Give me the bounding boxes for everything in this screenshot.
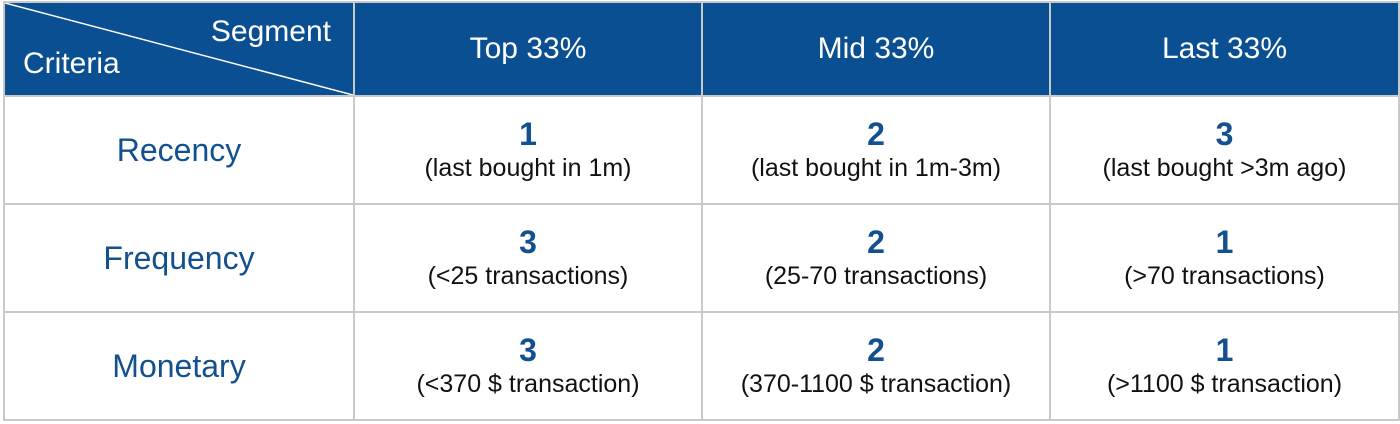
table-row-monetary: Monetary 3 (<370 $ transaction) 2 (370-1…	[3, 311, 1400, 421]
score-description: (25-70 transactions)	[764, 262, 988, 290]
table-cell: 3 (last bought >3m ago)	[1049, 95, 1400, 205]
table-cell: 3 (<25 transactions)	[353, 203, 703, 313]
score-description: (370-1100 $ transaction)	[740, 370, 1012, 398]
row-label-recency: Recency	[3, 95, 355, 205]
score-value: 3	[519, 224, 537, 260]
score-description: (<370 $ transaction)	[416, 370, 640, 398]
table-cell: 2 (last bought in 1m-3m)	[701, 95, 1051, 205]
diagonal-divider	[6, 4, 352, 94]
row-label-monetary: Monetary	[3, 311, 355, 421]
score-description: (<25 transactions)	[427, 262, 629, 290]
header-row: Segment Criteria Top 33% Mid 33% Last 33…	[3, 1, 1400, 97]
score-value: 2	[867, 332, 885, 368]
score-value: 3	[519, 332, 537, 368]
table-cell: 1 (last bought in 1m)	[353, 95, 703, 205]
rfm-segment-table: Segment Criteria Top 33% Mid 33% Last 33…	[3, 1, 1400, 421]
table-cell: 3 (<370 $ transaction)	[353, 311, 703, 421]
corner-header-cell: Segment Criteria	[3, 1, 355, 97]
column-header-mid: Mid 33%	[701, 1, 1051, 97]
table-cell: 1 (>1100 $ transaction)	[1049, 311, 1400, 421]
score-value: 3	[1215, 116, 1234, 152]
table-row-frequency: Frequency 3 (<25 transactions) 2 (25-70 …	[3, 203, 1400, 313]
score-value: 1	[1215, 224, 1234, 260]
score-value: 1	[1215, 332, 1234, 368]
table-row-recency: Recency 1 (last bought in 1m) 2 (last bo…	[3, 95, 1400, 205]
score-description: (last bought in 1m)	[424, 154, 632, 182]
score-description: (last bought >3m ago)	[1102, 154, 1347, 182]
score-value: 1	[519, 116, 537, 152]
criteria-axis-label: Criteria	[23, 47, 120, 80]
row-label-frequency: Frequency	[3, 203, 355, 313]
table-cell: 1 (>70 transactions)	[1049, 203, 1400, 313]
table-cell: 2 (25-70 transactions)	[701, 203, 1051, 313]
table-cell: 2 (370-1100 $ transaction)	[701, 311, 1051, 421]
column-header-top: Top 33%	[353, 1, 703, 97]
score-value: 2	[867, 116, 885, 152]
score-description: (last bought in 1m-3m)	[750, 154, 1002, 182]
score-description: (>1100 $ transaction)	[1106, 370, 1343, 398]
segment-axis-label: Segment	[210, 15, 331, 48]
score-description: (>70 transactions)	[1124, 262, 1325, 290]
column-header-last: Last 33%	[1049, 1, 1400, 97]
score-value: 2	[867, 224, 885, 260]
